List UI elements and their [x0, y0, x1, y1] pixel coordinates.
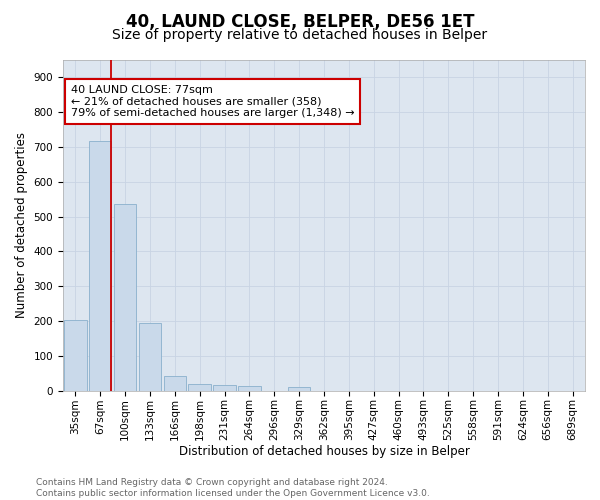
Text: Size of property relative to detached houses in Belper: Size of property relative to detached ho… — [112, 28, 488, 42]
Bar — [89, 142, 112, 390]
Text: Contains HM Land Registry data © Crown copyright and database right 2024.
Contai: Contains HM Land Registry data © Crown c… — [36, 478, 430, 498]
Bar — [188, 384, 211, 390]
X-axis label: Distribution of detached houses by size in Belper: Distribution of detached houses by size … — [179, 444, 469, 458]
Y-axis label: Number of detached properties: Number of detached properties — [15, 132, 28, 318]
Text: 40 LAUND CLOSE: 77sqm
← 21% of detached houses are smaller (358)
79% of semi-det: 40 LAUND CLOSE: 77sqm ← 21% of detached … — [71, 85, 355, 118]
Bar — [64, 320, 86, 390]
Bar — [214, 386, 236, 390]
Bar — [139, 322, 161, 390]
Bar — [238, 386, 260, 390]
Bar — [114, 204, 136, 390]
Bar — [288, 387, 310, 390]
Bar — [164, 376, 186, 390]
Text: 40, LAUND CLOSE, BELPER, DE56 1ET: 40, LAUND CLOSE, BELPER, DE56 1ET — [126, 12, 474, 30]
